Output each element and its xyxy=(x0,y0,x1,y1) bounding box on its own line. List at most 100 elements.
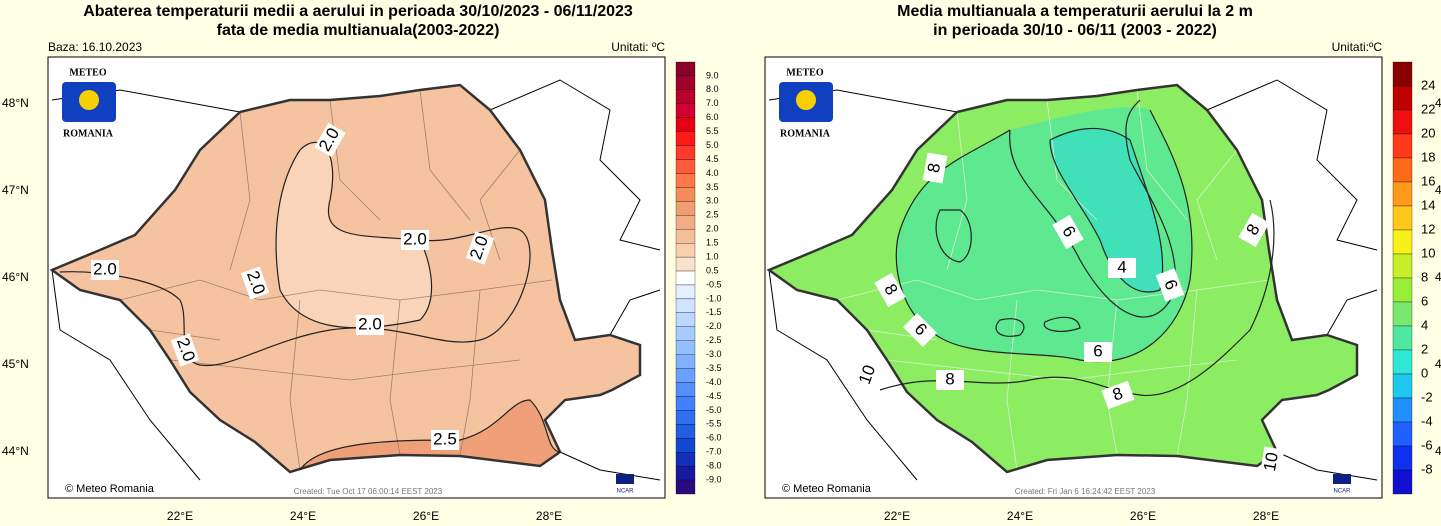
contour-label-bg xyxy=(431,430,459,450)
colorbar-swatch xyxy=(675,201,696,216)
colorbar-label: 6 xyxy=(1421,293,1428,308)
county-borders xyxy=(119,89,553,471)
colorbar-label: 1.5 xyxy=(706,238,719,248)
ncar: NCAR xyxy=(616,489,634,495)
contour-label-bg xyxy=(936,370,964,390)
colorbar-swatch xyxy=(675,410,696,425)
contour-label: 2.5 xyxy=(433,429,457,448)
contour-label-bg xyxy=(314,122,346,158)
created: Created: Fri Jan 6 16:24:42 EEST 2023 xyxy=(1015,487,1156,496)
ncar-logo xyxy=(616,474,634,484)
colorbar-swatch xyxy=(1392,397,1413,423)
colorbar-label: 16 xyxy=(1421,173,1435,188)
colorbar-label: 2.0 xyxy=(706,224,719,234)
colorbar-label: -2 xyxy=(1421,389,1433,404)
colorbar-swatch xyxy=(675,229,696,244)
colorbar-label: -7.0 xyxy=(706,447,722,457)
colorbar-swatch xyxy=(675,159,696,174)
colorbar-label: 2.5 xyxy=(706,210,719,220)
colorbar-label: -1.5 xyxy=(706,307,722,317)
contour-label-bg xyxy=(853,358,883,392)
map xyxy=(767,79,1378,481)
colorbar-label: -6.0 xyxy=(706,433,722,443)
colorbar-swatch xyxy=(675,312,696,327)
colorbar-label: -5.5 xyxy=(706,419,722,429)
contour-label-bg xyxy=(240,266,270,300)
colorbar-label: -2.5 xyxy=(706,335,722,345)
colorbar-swatch xyxy=(1392,205,1413,231)
colorbar-label: 2 xyxy=(1421,341,1428,356)
map-panel: Media multianuala a temperaturii aerului… xyxy=(764,3,1441,523)
neighbor-border xyxy=(51,79,661,481)
logo-sun xyxy=(79,90,99,110)
colorbar-swatch xyxy=(1392,301,1413,327)
colorbar-swatch xyxy=(675,89,696,104)
colorbar-label: 20 xyxy=(1421,125,1435,140)
contour-label-bg xyxy=(465,231,495,265)
contour-label: 2.0 xyxy=(358,314,382,333)
colorbar-swatch xyxy=(675,298,696,313)
colorbar-swatch xyxy=(675,75,696,91)
warm-area xyxy=(300,400,560,470)
colorbar-swatch xyxy=(675,243,696,258)
colorbar-label: 8 xyxy=(1421,269,1428,284)
colorbar-label: 22 xyxy=(1421,101,1435,116)
contour-label-bg xyxy=(874,272,906,308)
colorbar-label: 24 xyxy=(1421,77,1435,92)
lon-label: 26°E xyxy=(1130,509,1156,523)
contour-label: 2.0 xyxy=(403,229,427,248)
colorbar-swatch xyxy=(675,103,696,118)
contour-line xyxy=(59,141,531,367)
contour-label: 10 xyxy=(1260,451,1282,473)
lat-label: 44°N xyxy=(1435,444,1441,458)
colorbar-swatch xyxy=(1392,253,1413,279)
contour-label-bg xyxy=(170,333,200,367)
colorbar-swatch xyxy=(1392,277,1413,303)
colorbar-swatch xyxy=(675,131,696,146)
colorbar-swatch xyxy=(675,354,696,369)
colorbar-label: 10 xyxy=(1421,245,1435,260)
colorbar-swatch xyxy=(1392,85,1413,111)
colorbar-label: 4 xyxy=(1421,317,1428,332)
colorbar-label: 18 xyxy=(1421,149,1435,164)
colorbar-swatch xyxy=(1392,61,1413,87)
colorbar-label: 14 xyxy=(1421,197,1435,212)
contour-label-bg xyxy=(356,315,384,335)
contour-label: 8 xyxy=(924,162,944,175)
contour-label-bg xyxy=(922,152,948,184)
title: in perioada 30/10 - 06/11 (2003 - 2022) xyxy=(933,22,1217,39)
colorbar-label: 0.5 xyxy=(706,265,719,275)
colorbar-swatch xyxy=(675,61,696,77)
colorbar-label: 0 xyxy=(1421,365,1428,380)
title: Abaterea temperaturii medii a aerului in… xyxy=(83,3,633,20)
colorbar-label: 4.0 xyxy=(706,168,719,178)
colorbar-label: -4 xyxy=(1421,413,1433,428)
lon-label: 28°E xyxy=(1253,509,1279,523)
colorbar-label: 3.0 xyxy=(706,196,719,206)
contour-line xyxy=(929,109,1193,363)
contour-label-bg xyxy=(1101,380,1135,410)
contour-label: 6 xyxy=(1093,341,1102,360)
colorbar-label: 8.0 xyxy=(706,84,719,94)
colorbar-label: 1.0 xyxy=(706,251,719,261)
colorbar-swatch xyxy=(675,215,696,230)
created: Created: Tue Oct 17 06:00:14 EEST 2023 xyxy=(294,487,443,496)
colorbar-label: 9.0 xyxy=(706,70,719,80)
colorbar-label: -8.0 xyxy=(706,461,722,471)
colorbar-label: -2.0 xyxy=(706,321,722,331)
colorbar-label: -4.0 xyxy=(706,377,722,387)
colorbar-swatch xyxy=(675,438,696,453)
colorbar-label: -0.5 xyxy=(706,279,722,289)
contour-label-bg xyxy=(1155,268,1185,302)
contour-label: 8 xyxy=(945,369,954,388)
colorbar-swatch xyxy=(675,396,696,411)
colorbar-swatch xyxy=(1392,229,1413,255)
colorbar-swatch xyxy=(1392,109,1413,135)
colorbar-swatch xyxy=(675,284,696,300)
colorbar-swatch xyxy=(1392,469,1413,495)
colorbar-swatch xyxy=(675,270,696,286)
lon-label: 24°E xyxy=(290,509,316,523)
colorbar-label: 3.5 xyxy=(706,182,719,192)
lat-label: 44°N xyxy=(2,444,29,458)
